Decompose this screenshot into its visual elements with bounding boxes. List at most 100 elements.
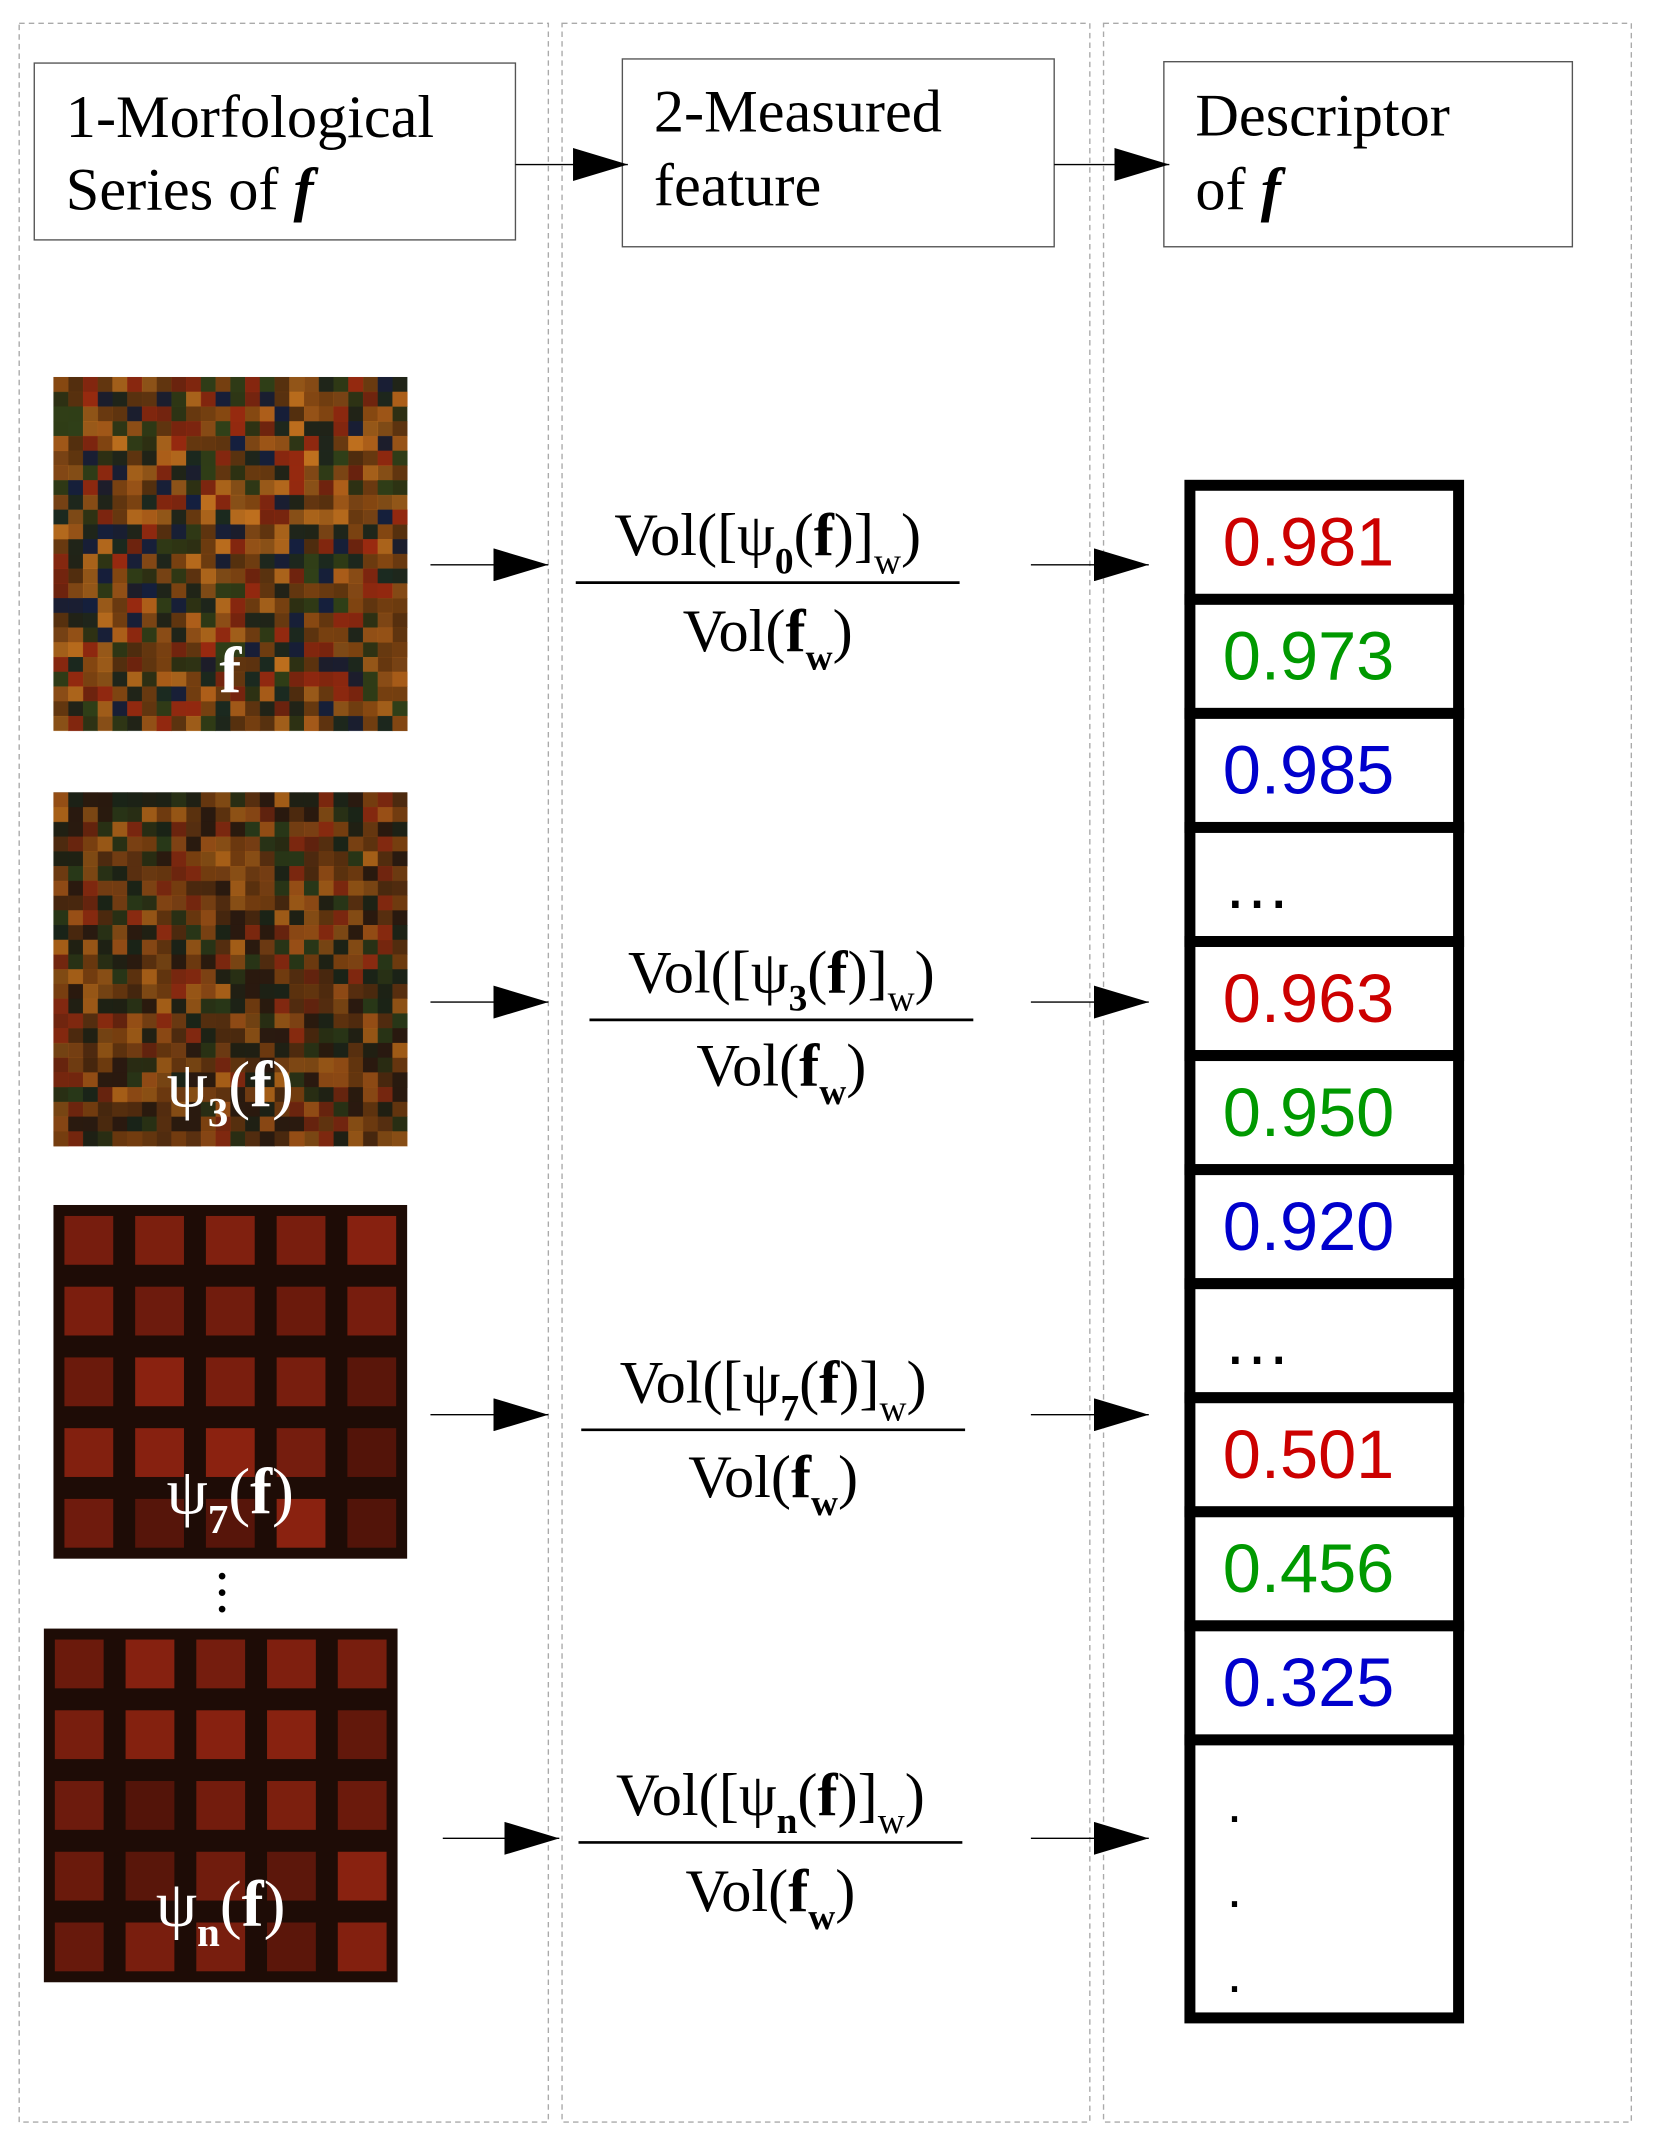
texture-cell xyxy=(392,627,408,643)
texture-cell xyxy=(348,421,364,437)
texture-cell xyxy=(392,895,408,911)
texture-cell xyxy=(68,1131,84,1147)
texture-cell xyxy=(303,1057,320,1073)
texture-cell xyxy=(303,807,320,823)
texture-cell xyxy=(186,939,202,955)
texture-cell xyxy=(171,435,187,452)
texture-cell xyxy=(245,1131,261,1147)
texture-cell xyxy=(245,895,261,911)
texture-cell xyxy=(141,821,158,837)
texture-cell xyxy=(200,924,216,941)
texture-cell xyxy=(186,391,202,407)
texture-cell xyxy=(82,1028,99,1044)
text-piece: f xyxy=(242,1868,265,1941)
texture-cell xyxy=(141,969,158,985)
texture-cell xyxy=(215,435,231,452)
texture-cell xyxy=(141,1072,158,1088)
texture-cell xyxy=(82,494,99,511)
texture-cell xyxy=(274,627,290,643)
texture-cell xyxy=(274,895,290,911)
texture-cell xyxy=(112,391,128,407)
texture-cell xyxy=(377,1028,393,1044)
texture-cell xyxy=(53,895,69,911)
texture-cell xyxy=(289,553,305,569)
texture-cell xyxy=(112,1101,128,1117)
texture-cell xyxy=(112,450,128,466)
texture-cell xyxy=(303,583,320,599)
texture-cell xyxy=(68,539,84,555)
texture-cell xyxy=(303,924,320,941)
texture-cell xyxy=(333,656,349,673)
texture-cell xyxy=(362,509,379,525)
texture-cell xyxy=(196,1781,246,1830)
texture-cell xyxy=(303,480,320,496)
texture-cell xyxy=(259,642,275,658)
texture-cell xyxy=(333,642,349,658)
texture-cell xyxy=(156,1101,172,1117)
texture-cell xyxy=(68,568,84,584)
texture-cell xyxy=(215,480,231,496)
texture-cell xyxy=(348,524,364,540)
texture-cell xyxy=(245,998,261,1014)
texture-cell xyxy=(289,524,305,540)
texture-cell xyxy=(112,376,128,393)
texture-cell xyxy=(245,480,261,496)
texture-cell xyxy=(274,983,290,1000)
texture-cell xyxy=(392,686,408,702)
texture-cell xyxy=(230,553,246,569)
texture-cell xyxy=(215,939,231,955)
texture-cell xyxy=(64,1498,114,1548)
texture-cell xyxy=(230,539,246,555)
texture-cell xyxy=(348,627,364,643)
texture-cell xyxy=(186,1072,202,1088)
texture-cell xyxy=(289,836,305,852)
texture-cell xyxy=(347,1357,397,1407)
texture-cell xyxy=(82,807,99,823)
texture-cell xyxy=(141,807,158,823)
text-piece: ) xyxy=(838,1444,858,1511)
texture-cell xyxy=(362,895,379,911)
texture-cell xyxy=(245,553,261,569)
texture-cell xyxy=(392,494,408,511)
texture-cell xyxy=(215,509,231,525)
text-piece: ψ xyxy=(737,502,775,569)
texture-cell xyxy=(289,435,305,452)
texture-cell xyxy=(200,509,216,525)
texture-cell xyxy=(156,954,172,970)
texture-cell xyxy=(127,969,143,985)
texture-cell xyxy=(112,998,128,1014)
texture-cell xyxy=(171,836,187,852)
texture-cell xyxy=(112,969,128,985)
texture-cell xyxy=(377,895,393,911)
texture-cell xyxy=(141,583,158,599)
text-piece: ( xyxy=(799,1349,819,1416)
texture-cell xyxy=(318,1101,334,1117)
texture-cell xyxy=(362,807,379,823)
texture-cell xyxy=(303,910,320,926)
header-box xyxy=(1163,61,1574,248)
texture-cell xyxy=(348,612,364,628)
texture-cell xyxy=(171,583,187,599)
texture-cell xyxy=(141,450,158,466)
texture-cell xyxy=(97,866,113,882)
texture-cell xyxy=(289,983,305,1000)
texture-cell xyxy=(135,1357,184,1407)
texture-cell xyxy=(392,866,408,882)
texture-cell xyxy=(245,1042,261,1059)
text-piece: f xyxy=(791,1444,812,1511)
texture-cell xyxy=(274,583,290,599)
texture-cell xyxy=(337,1781,387,1830)
image-label: f xyxy=(219,634,242,707)
texture-cell xyxy=(112,509,128,525)
texture-image xyxy=(43,1628,398,1983)
texture-cell xyxy=(156,924,172,941)
texture-cell xyxy=(318,836,334,852)
texture-cell xyxy=(259,671,275,687)
texture-cell xyxy=(53,836,69,852)
texture-cell xyxy=(259,880,275,896)
texture-cell xyxy=(82,1057,99,1073)
texture-cell xyxy=(303,851,320,867)
texture-cell xyxy=(392,1131,408,1147)
texture-cell xyxy=(68,686,84,702)
texture-cell xyxy=(333,1057,349,1073)
